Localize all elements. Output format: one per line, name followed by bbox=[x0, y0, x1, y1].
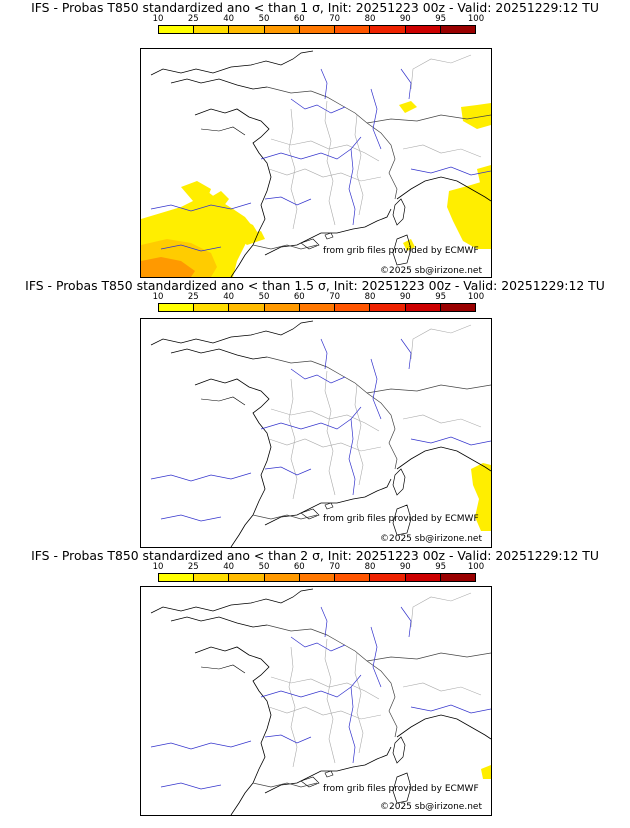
panel-title: IFS - Probas T850 standardized ano < tha… bbox=[25, 278, 605, 293]
colorbar-segment bbox=[229, 574, 265, 581]
credit-copyright: ©2025 sb@irizone.net bbox=[380, 534, 482, 544]
colorbar-segment bbox=[370, 574, 406, 581]
colorbar: 10 25 40 50 60 70 80 90 95 100 bbox=[153, 14, 485, 38]
colorbar-bar bbox=[158, 303, 476, 312]
colorbar-segment bbox=[370, 26, 406, 33]
colorbar-tick: 100 bbox=[467, 562, 485, 572]
colorbar-segment bbox=[335, 304, 371, 311]
colorbar-tick: 10 bbox=[152, 14, 164, 24]
colorbar-tick: 40 bbox=[223, 292, 235, 302]
colorbar-bar bbox=[158, 25, 476, 34]
colorbar-segment bbox=[370, 304, 406, 311]
colorbar-bar bbox=[158, 573, 476, 582]
credit-source: from grib files provided by ECMWF bbox=[323, 784, 479, 794]
map-frame bbox=[140, 586, 492, 816]
colorbar-segment bbox=[159, 574, 195, 581]
colorbar-tick: 25 bbox=[187, 292, 199, 302]
colorbar-segment bbox=[264, 26, 300, 33]
colorbar-tick: 90 bbox=[399, 292, 411, 302]
colorbar-tick: 95 bbox=[435, 292, 447, 302]
colorbar-segment bbox=[405, 304, 441, 311]
colorbar-tick: 70 bbox=[329, 14, 341, 24]
probability-shading bbox=[141, 101, 491, 277]
colorbar-tick: 90 bbox=[399, 14, 411, 24]
map-panel-3: IFS - Probas T850 standardized ano < tha… bbox=[0, 548, 630, 818]
probability-shading bbox=[481, 765, 491, 779]
colorbar-tick: 60 bbox=[293, 562, 305, 572]
colorbar-tick: 80 bbox=[364, 14, 376, 24]
colorbar-segment bbox=[440, 26, 475, 33]
colorbar: 10 25 40 50 60 70 80 90 95 100 bbox=[153, 562, 485, 586]
colorbar-ticks: 10 25 40 50 60 70 80 90 95 100 bbox=[153, 562, 485, 574]
map-canvas bbox=[150, 320, 491, 547]
colorbar-segment bbox=[440, 574, 475, 581]
map-frame bbox=[140, 318, 492, 548]
colorbar-tick: 50 bbox=[258, 562, 270, 572]
colorbar-tick: 80 bbox=[364, 562, 376, 572]
map-canvas bbox=[150, 588, 491, 815]
colorbar-segment bbox=[194, 26, 230, 33]
credit-source: from grib files provided by ECMWF bbox=[323, 246, 479, 256]
colorbar-tick: 25 bbox=[187, 14, 199, 24]
credit-copyright: ©2025 sb@irizone.net bbox=[380, 266, 482, 276]
colorbar-tick: 40 bbox=[223, 562, 235, 572]
colorbar-segment bbox=[299, 304, 336, 311]
colorbar-tick: 50 bbox=[258, 14, 270, 24]
colorbar-segment bbox=[229, 304, 265, 311]
colorbar-segment bbox=[405, 574, 441, 581]
colorbar-segment bbox=[264, 574, 300, 581]
colorbar-tick: 100 bbox=[467, 14, 485, 24]
colorbar-tick: 70 bbox=[329, 562, 341, 572]
colorbar-segment bbox=[440, 304, 475, 311]
colorbar-tick: 60 bbox=[293, 14, 305, 24]
colorbar-ticks: 10 25 40 50 60 70 80 90 95 100 bbox=[153, 14, 485, 26]
colorbar-tick: 40 bbox=[223, 14, 235, 24]
colorbar-tick: 80 bbox=[364, 292, 376, 302]
credit-copyright: ©2025 sb@irizone.net bbox=[380, 802, 482, 812]
map-panel-2: IFS - Probas T850 standardized ano < tha… bbox=[0, 278, 630, 548]
probability-shading bbox=[471, 463, 491, 531]
colorbar-segment bbox=[335, 26, 371, 33]
colorbar: 10 25 40 50 60 70 80 90 95 100 bbox=[153, 292, 485, 316]
colorbar-tick: 60 bbox=[293, 292, 305, 302]
map-panel-1: IFS - Probas T850 standardized ano < tha… bbox=[0, 0, 630, 278]
colorbar-tick: 10 bbox=[152, 292, 164, 302]
colorbar-tick: 70 bbox=[329, 292, 341, 302]
colorbar-tick: 95 bbox=[435, 562, 447, 572]
colorbar-segment bbox=[159, 26, 195, 33]
colorbar-tick: 10 bbox=[152, 562, 164, 572]
colorbar-segment bbox=[194, 574, 230, 581]
colorbar-segment bbox=[264, 304, 300, 311]
colorbar-tick: 100 bbox=[467, 292, 485, 302]
credit-source: from grib files provided by ECMWF bbox=[323, 514, 479, 524]
colorbar-tick: 95 bbox=[435, 14, 447, 24]
colorbar-segment bbox=[159, 304, 195, 311]
colorbar-segment bbox=[405, 26, 441, 33]
map-canvas bbox=[141, 50, 491, 277]
colorbar-ticks: 10 25 40 50 60 70 80 90 95 100 bbox=[153, 292, 485, 304]
map-frame bbox=[140, 48, 492, 278]
colorbar-segment bbox=[299, 574, 336, 581]
colorbar-segment bbox=[194, 304, 230, 311]
colorbar-tick: 90 bbox=[399, 562, 411, 572]
colorbar-tick: 25 bbox=[187, 562, 199, 572]
colorbar-segment bbox=[229, 26, 265, 33]
colorbar-tick: 50 bbox=[258, 292, 270, 302]
panel-title: IFS - Probas T850 standardized ano < tha… bbox=[31, 0, 599, 15]
colorbar-segment bbox=[335, 574, 371, 581]
panel-title: IFS - Probas T850 standardized ano < tha… bbox=[31, 548, 599, 563]
colorbar-segment bbox=[299, 26, 336, 33]
